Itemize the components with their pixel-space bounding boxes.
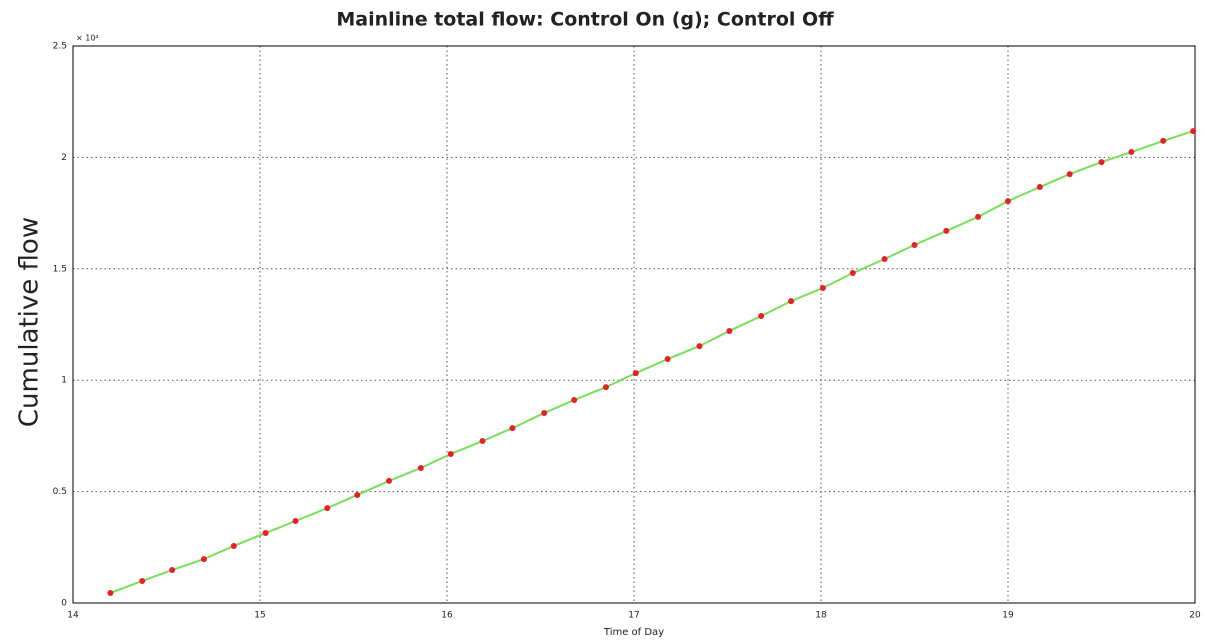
x-tick-label: 18 <box>815 611 827 621</box>
data-point <box>849 270 856 277</box>
data-point <box>1066 171 1073 178</box>
x-tick-label: 14 <box>67 611 79 621</box>
data-point <box>139 577 146 584</box>
y-tick-label: 2 <box>61 153 67 163</box>
data-point <box>447 450 454 457</box>
data-point <box>975 213 982 220</box>
data-point <box>632 370 639 377</box>
data-point <box>479 438 486 445</box>
data-point <box>200 556 207 563</box>
data-point <box>262 530 269 537</box>
chart-title: Mainline total flow: Control On (g); Con… <box>336 9 834 31</box>
x-tick-label: 19 <box>1002 611 1014 621</box>
data-point <box>758 313 765 320</box>
data-point <box>664 356 671 363</box>
data-point <box>726 327 733 334</box>
data-point <box>107 589 114 596</box>
x-tick-label: 20 <box>1189 611 1201 621</box>
data-point <box>1036 184 1043 191</box>
x-axis-label: Time of Day <box>603 627 664 638</box>
data-point <box>509 425 516 432</box>
data-point <box>602 384 609 391</box>
y-scale-label: × 10⁴ <box>76 34 99 43</box>
x-tick-label: 16 <box>441 611 453 621</box>
data-point <box>1190 128 1197 135</box>
y-tick-label: 0.5 <box>53 487 67 497</box>
y-tick-label: 1 <box>61 376 67 386</box>
data-point <box>571 397 578 404</box>
data-point <box>696 343 703 350</box>
data-point <box>230 542 237 549</box>
data-point <box>788 298 795 305</box>
data-line <box>110 130 1194 594</box>
data-point <box>417 464 424 471</box>
data-point <box>1160 137 1167 144</box>
data-point <box>541 409 548 416</box>
y-tick-label: 0 <box>61 599 67 609</box>
data-point <box>386 477 393 484</box>
y-tick-label: 2.5 <box>53 42 67 52</box>
data-point <box>324 505 331 512</box>
data-point <box>354 491 361 498</box>
y-axis-label: Cumulative flow <box>15 217 45 427</box>
data-point <box>911 241 918 248</box>
data-point <box>1005 198 1011 205</box>
data-point <box>292 518 299 525</box>
x-tick-label: 17 <box>628 611 639 621</box>
x-tick-label: 15 <box>254 611 265 621</box>
data-point <box>169 567 176 574</box>
plot-frame <box>72 45 1196 604</box>
y-tick-label: 1.5 <box>53 264 67 274</box>
data-point <box>943 227 950 234</box>
data-point <box>1098 159 1105 166</box>
data-point <box>881 255 888 262</box>
data-point <box>819 284 826 291</box>
data-point <box>1128 149 1135 156</box>
